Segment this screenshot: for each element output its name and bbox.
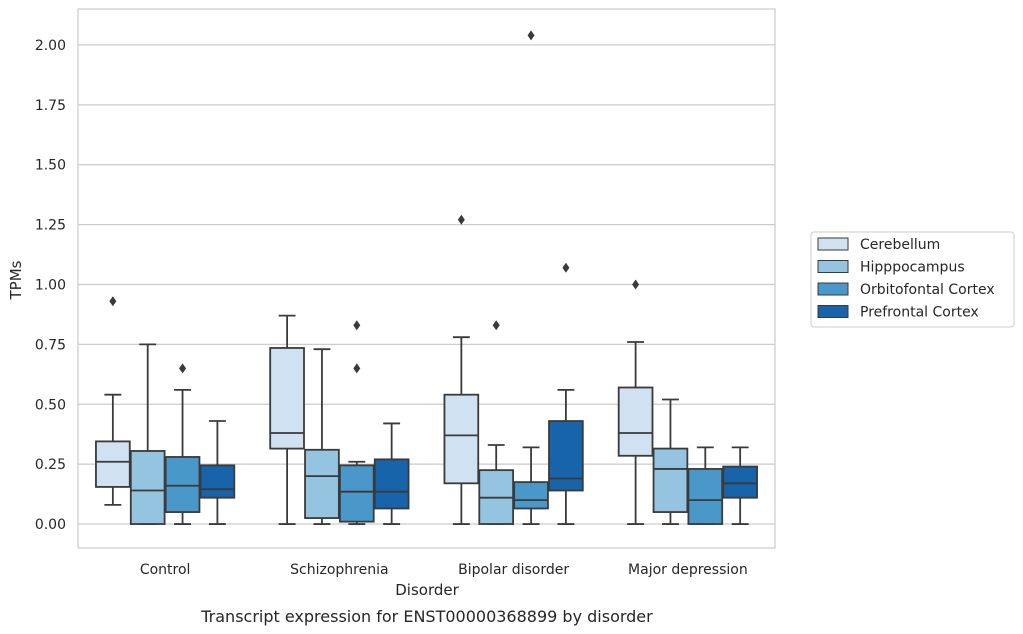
- outlier-point: [353, 320, 361, 331]
- box-iqr: [373, 458, 410, 510]
- box-iqr: [269, 347, 305, 450]
- box-plot: [269, 314, 305, 525]
- outlier-point: [562, 262, 570, 273]
- box-iqr: [95, 440, 131, 488]
- y-tick-labels: 0.00 0.25 0.50 0.75 1.00 1.25 1.50 1.75 2.00: [35, 38, 66, 533]
- box-iqr: [513, 481, 549, 510]
- box-plot: [652, 398, 689, 525]
- box-plot: [95, 296, 131, 506]
- y-tick-label: 0.50: [35, 397, 66, 413]
- box-plot: [129, 343, 166, 525]
- outlier-point: [457, 214, 465, 225]
- box-iqr: [199, 464, 236, 499]
- legend-swatch: [817, 260, 849, 273]
- box-plot: [687, 446, 724, 525]
- y-tick-label: 0.25: [35, 457, 66, 473]
- box-iqr: [548, 420, 584, 492]
- plot-area-frame: [77, 8, 776, 549]
- box-iqr: [129, 450, 166, 525]
- x-tick-label: Control: [140, 562, 191, 578]
- legend-swatch: [817, 305, 849, 318]
- box-iqr: [304, 448, 340, 519]
- outlier-point: [179, 363, 187, 374]
- x-tick-label: Major depression: [628, 562, 748, 578]
- box-plot: [373, 422, 410, 525]
- box-iqr: [164, 456, 201, 513]
- box-plot: [304, 348, 340, 525]
- box-plot: [338, 320, 375, 525]
- x-tick-label: Schizophrenia: [290, 562, 388, 578]
- box-plot: [478, 320, 515, 525]
- legend-swatch: [817, 282, 849, 296]
- y-tick-label: 1.50: [35, 158, 66, 174]
- outlier-point: [632, 279, 640, 290]
- legend-label: Orbitofontal Cortex: [860, 282, 995, 298]
- x-tick-labels: Control Schizophrenia Bipolar disorder Majo…: [140, 562, 748, 578]
- y-tick-label: 2.00: [35, 38, 66, 54]
- x-axis-label: Disorder: [395, 581, 459, 599]
- outlier-point: [527, 30, 535, 41]
- box-iqr: [443, 393, 480, 485]
- legend-items: Cerebellum Hipppocampus Orbitofontal Corte…: [817, 237, 995, 321]
- x-tick-label: Bipolar disorder: [458, 562, 569, 578]
- box-plot: [722, 446, 758, 525]
- box-plot: [199, 420, 236, 525]
- legend-swatch: [817, 237, 849, 251]
- legend-label: Hipppocampus: [860, 260, 965, 276]
- y-tick-label: 1.00: [35, 277, 66, 293]
- y-axis-label: TPMs: [7, 260, 25, 300]
- legend: Cerebellum Hipppocampus Orbitofontal Corte…: [810, 231, 1015, 328]
- figure-caption: Transcript expression for ENST0000036889…: [200, 607, 653, 626]
- y-tick-label: 0.00: [35, 517, 66, 533]
- legend-label: Prefrontal Cortex: [860, 305, 979, 321]
- box-plots: [95, 30, 758, 525]
- outlier-point: [492, 320, 500, 331]
- box-plot: [443, 214, 480, 525]
- legend-label: Cerebellum: [860, 237, 940, 253]
- box-plot: [164, 363, 201, 525]
- box-iqr: [722, 465, 758, 499]
- outlier-point: [109, 296, 117, 307]
- box-iqr: [617, 386, 654, 457]
- y-tick-label: 1.25: [35, 218, 66, 234]
- box-plot: [617, 279, 654, 525]
- box-iqr: [338, 464, 375, 523]
- legend-frame: [810, 231, 1015, 328]
- box-plot: [548, 262, 584, 525]
- box-iqr: [652, 447, 689, 513]
- box-iqr: [687, 468, 724, 525]
- box-plot: [513, 30, 549, 525]
- outlier-point: [353, 363, 361, 374]
- y-tick-label: 0.75: [35, 337, 66, 353]
- y-tick-label: 1.75: [35, 98, 66, 114]
